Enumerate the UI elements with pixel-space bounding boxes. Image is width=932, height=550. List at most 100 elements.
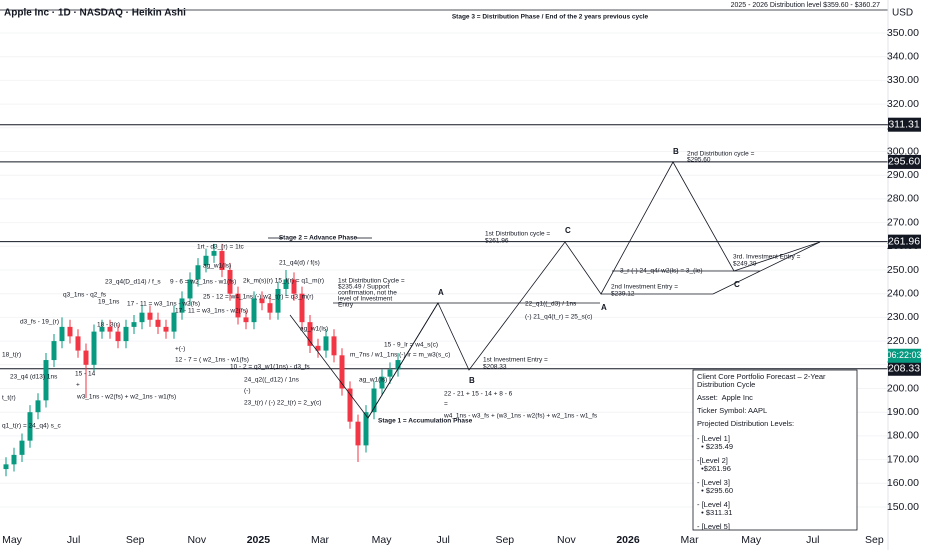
countdown: 06:22:03 bbox=[886, 350, 921, 360]
candle-body bbox=[91, 331, 97, 365]
annotation: 19_1ns bbox=[98, 299, 120, 306]
candle-body bbox=[203, 255, 209, 266]
annotation: q3_1ns - q2_fs bbox=[63, 292, 107, 299]
y-tick-label: 240.00 bbox=[887, 287, 919, 299]
candle-body bbox=[163, 326, 169, 332]
annotation: $239.12 bbox=[611, 291, 635, 298]
info-line: Distribution Cycle bbox=[697, 380, 755, 389]
x-tick-label: Mar bbox=[681, 534, 700, 546]
annotation: q1_t(r) = 24_q4) s_c bbox=[2, 423, 61, 430]
annotation: 2k_m(s)(r) 15_f(r) = q1_m(r) bbox=[243, 278, 324, 285]
candle-body bbox=[99, 326, 105, 332]
annotation: t_t(r) bbox=[2, 395, 16, 402]
candle-body bbox=[283, 279, 289, 289]
annotation: $249.39 bbox=[733, 261, 757, 268]
annotation: Stage 1 = Accumulation Phase bbox=[378, 418, 473, 425]
annotation: 23_t(r) / (-) 22_t(r) = 2_y(c) bbox=[244, 400, 321, 407]
info-line: - [Level 5] bbox=[697, 522, 730, 531]
countdown-box bbox=[888, 348, 921, 363]
info-line: Asset: Apple Inc bbox=[697, 393, 753, 402]
level-box bbox=[888, 154, 921, 169]
info-line: Ticker Symbol: AAPL bbox=[697, 406, 767, 415]
wave-label: B bbox=[673, 147, 679, 156]
candle-body bbox=[371, 388, 377, 413]
wave-label: C bbox=[734, 280, 740, 289]
y-tick-label: 290.00 bbox=[887, 169, 919, 181]
annotation: +(-) bbox=[175, 346, 185, 353]
y-tick-label: 340.00 bbox=[887, 50, 919, 62]
y-tick-label: 180.00 bbox=[887, 430, 919, 442]
annotation: 22_q1((_d3) / 1ns bbox=[525, 301, 577, 308]
x-tick-label: Nov bbox=[187, 534, 206, 546]
annotation: $295.60 bbox=[687, 157, 711, 164]
y-tick-label: 160.00 bbox=[887, 477, 919, 489]
annotations: Stage 3 = Distribution Phase / End of th… bbox=[2, 14, 801, 430]
candle-body bbox=[251, 298, 257, 323]
wave-label: A bbox=[438, 288, 444, 297]
x-tick-label: Nov bbox=[557, 534, 576, 546]
candle-body bbox=[355, 421, 361, 446]
info-line: Projected Distribution Levels: bbox=[697, 419, 794, 428]
annotation: Stage 3 = Distribution Phase / End of th… bbox=[452, 14, 649, 21]
annotation: 21_q4(d) / f(s) bbox=[279, 260, 320, 267]
candle-body bbox=[219, 251, 225, 270]
x-tick-label: 2025 bbox=[247, 534, 271, 546]
annotation: 18_t(r) bbox=[2, 352, 21, 359]
annotation: 12 - 7 = ( w2_1ns - w1(fs) bbox=[175, 357, 249, 364]
y-tick-label: 320.00 bbox=[887, 98, 919, 110]
candle-body bbox=[259, 298, 265, 304]
annotation: ag_w1(ls) bbox=[300, 326, 328, 333]
candle-body bbox=[299, 293, 305, 323]
info-line: - [Level 4] bbox=[697, 500, 730, 509]
candle-body bbox=[147, 312, 153, 320]
info-line: • $235.49 bbox=[697, 442, 733, 451]
annotation: 10 - 2 = q3_w1(1ns) - d3_fs bbox=[230, 364, 310, 371]
drawings bbox=[0, 9, 888, 419]
annotation: = bbox=[444, 401, 448, 408]
annotation: w3_1ns - w2(fs) + w2_1ns - w1(fs) bbox=[76, 394, 176, 401]
candle-body bbox=[323, 336, 329, 351]
info-line: • $359.60 bbox=[697, 530, 733, 539]
trend-line bbox=[367, 302, 439, 419]
level-label: 295.60 bbox=[888, 156, 920, 168]
currency: USD bbox=[892, 8, 913, 19]
candle-body bbox=[275, 288, 281, 313]
annotation: 1rt - d3_(r) = 1tc bbox=[197, 244, 245, 251]
candle-body bbox=[75, 336, 81, 351]
candle-body bbox=[131, 322, 137, 327]
candle-body bbox=[179, 298, 185, 313]
candle-body bbox=[107, 326, 113, 332]
candle-body bbox=[27, 412, 33, 441]
candle-body bbox=[11, 454, 17, 465]
annotation: confirmation, not the bbox=[338, 290, 397, 297]
candle-body bbox=[67, 326, 73, 337]
candle-body bbox=[243, 317, 249, 323]
annotation: (-) bbox=[244, 388, 251, 395]
candle-body bbox=[307, 322, 313, 346]
annotation: ag_w1(ls) bbox=[359, 377, 387, 384]
annotation: 2nd Distribution cycle = bbox=[687, 151, 755, 158]
annotation: 9 - 6 = w2_1ns - w1(fs) bbox=[170, 279, 236, 286]
annotation: d3_fs - 19_(r) bbox=[20, 319, 59, 326]
x-tick-label: May bbox=[2, 534, 23, 546]
x-tick-label: Jul bbox=[806, 534, 819, 546]
annotation: 22 - 21 + 15 - 14 + 8 - 6 bbox=[444, 391, 513, 398]
info-line: • $311.31 bbox=[697, 508, 732, 517]
annotation: level of Investment bbox=[338, 296, 392, 303]
annotation: + bbox=[76, 382, 80, 389]
annotation: 1st Investment Entry = bbox=[483, 357, 548, 364]
annotation: 1st Distribution cycle = bbox=[485, 231, 550, 238]
candle-body bbox=[387, 369, 393, 377]
candle-body bbox=[195, 265, 201, 280]
level-box bbox=[888, 117, 921, 132]
annotation: m_7ns / w1_1ns (-) lr = m_w3(s_c) bbox=[350, 352, 450, 359]
annotation: 15 - 9_lr = w4_s(c) bbox=[384, 342, 438, 349]
y-tick-label: 250.00 bbox=[887, 264, 919, 276]
wave-label: A bbox=[601, 303, 607, 312]
candle-body bbox=[187, 279, 193, 299]
annotation: $235.49 / Support bbox=[338, 284, 390, 291]
candle-body bbox=[123, 326, 129, 342]
x-tick-label: Mar bbox=[311, 534, 330, 546]
y-tick-label: 220.00 bbox=[887, 335, 919, 347]
annotation: $208.33 bbox=[483, 364, 507, 371]
